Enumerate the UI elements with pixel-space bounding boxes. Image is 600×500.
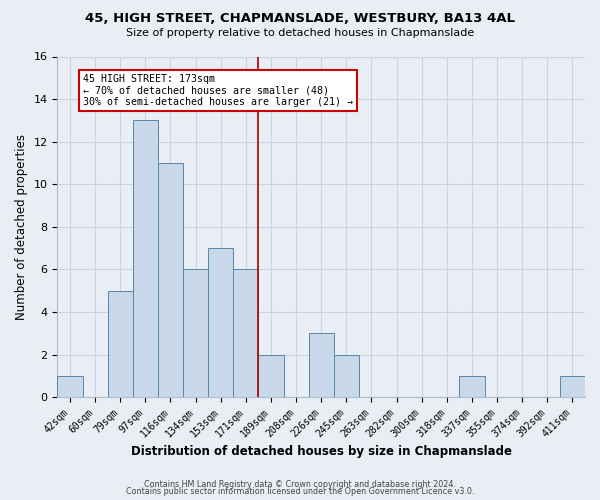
X-axis label: Distribution of detached houses by size in Chapmanslade: Distribution of detached houses by size … [131,444,512,458]
Bar [259,354,284,397]
Bar [334,354,359,397]
Text: Contains public sector information licensed under the Open Government Licence v3: Contains public sector information licen… [126,487,474,496]
Text: 45, HIGH STREET, CHAPMANSLADE, WESTBURY, BA13 4AL: 45, HIGH STREET, CHAPMANSLADE, WESTBURY,… [85,12,515,26]
Bar [158,163,183,397]
Y-axis label: Number of detached properties: Number of detached properties [15,134,28,320]
Bar [560,376,585,397]
Bar [233,270,259,397]
Text: Size of property relative to detached houses in Chapmanslade: Size of property relative to detached ho… [126,28,474,38]
Bar [107,290,133,397]
Bar [58,376,83,397]
Text: 45 HIGH STREET: 173sqm
← 70% of detached houses are smaller (48)
30% of semi-det: 45 HIGH STREET: 173sqm ← 70% of detached… [83,74,353,106]
Bar [133,120,158,397]
Bar [460,376,485,397]
Bar [208,248,233,397]
Bar [308,334,334,397]
Text: Contains HM Land Registry data © Crown copyright and database right 2024.: Contains HM Land Registry data © Crown c… [144,480,456,489]
Bar [183,270,208,397]
